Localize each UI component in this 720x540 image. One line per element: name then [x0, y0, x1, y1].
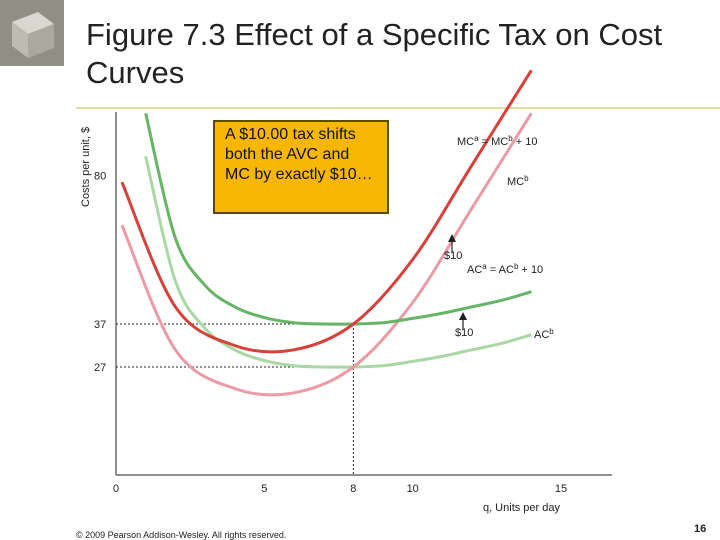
curve-MCa: [120, 69, 533, 354]
title-divider: [76, 107, 720, 109]
curve-ACb: [144, 155, 532, 369]
curve-label-ACb: ACb: [534, 327, 554, 341]
shift-arrow-head: [448, 234, 456, 242]
y-axis-label: Costs per unit, $: [80, 127, 92, 207]
curve-label-rest: = MC: [479, 136, 509, 148]
x-tick-5: 5: [261, 483, 267, 495]
curve-label-main: MC: [457, 136, 474, 148]
x-tick-15: 15: [555, 483, 567, 495]
page-number: 16: [694, 523, 707, 535]
x-tick-8: 8: [350, 483, 356, 495]
curve-label-sup: a: [474, 134, 479, 143]
tax-shift-callout: A $10.00 tax shifts both the AVC and MC …: [213, 120, 389, 214]
curve-label-ACa: ACa = ACb + 10: [467, 262, 543, 276]
curve-label-MCa: MCa = MCb + 10: [457, 134, 537, 148]
curve-label-sup2: b: [508, 134, 513, 143]
shift-label: $10: [455, 327, 473, 339]
y-tick-37: 37: [94, 319, 106, 331]
page-title: Figure 7.3 Effect of a Specific Tax on C…: [86, 17, 663, 90]
curve-label-MCb: MCb: [507, 174, 529, 188]
x-axis-label: q, Units per day: [483, 502, 561, 514]
curve-label-sup: b: [549, 327, 554, 336]
curve-MCb: [120, 112, 533, 397]
shift-label: $10: [444, 250, 462, 262]
curve-label-main: MC: [507, 176, 524, 188]
curve-label-end: + 10: [513, 136, 538, 148]
curve-label-rest: = AC: [487, 264, 514, 276]
curve-label-main: AC: [467, 264, 482, 276]
x-tick-0: 0: [113, 483, 119, 495]
curve-ACa: [144, 112, 532, 326]
curve-label-sup: b: [524, 174, 529, 183]
glass-cube-logo: [0, 0, 64, 66]
y-tick-80: 80: [94, 171, 106, 183]
curve-label-sup2: b: [514, 262, 519, 271]
copyright-notice: © 2009 Pearson Addison-Wesley. All right…: [76, 530, 287, 540]
curve-label-end: + 10: [518, 264, 543, 276]
curve-label-main: AC: [534, 329, 549, 341]
x-tick-10: 10: [407, 483, 419, 495]
y-tick-27: 27: [94, 362, 106, 374]
curve-label-sup: a: [482, 262, 487, 271]
shift-arrow-head: [459, 312, 467, 320]
